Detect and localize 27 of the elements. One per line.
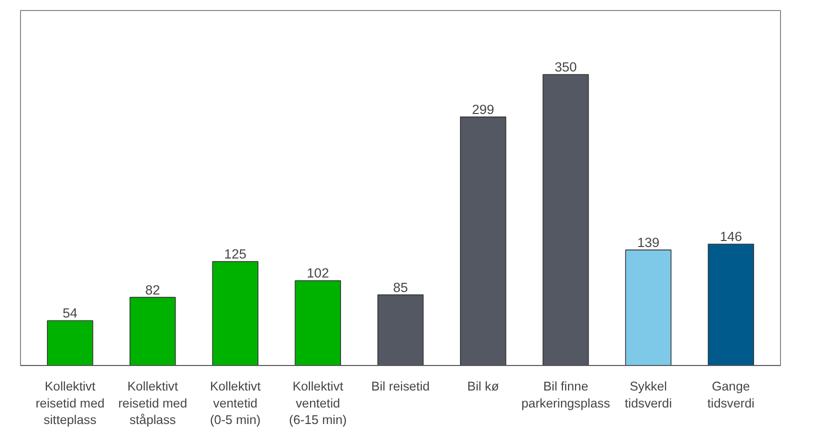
x-tick-label: Bil finne parkeringsplass: [521, 380, 610, 410]
data-label: 139: [637, 234, 660, 250]
bar: [542, 74, 589, 366]
bar: [46, 320, 94, 366]
bar: [212, 261, 258, 366]
bar: [294, 280, 342, 366]
x-tick-label: Kollektivt ventetid (6-15 min): [289, 380, 347, 428]
data-label: 82: [145, 282, 160, 298]
x-tick-label: Gange tidsverdi: [707, 380, 755, 410]
x-tick-label: Bil reisetid: [371, 380, 430, 394]
data-label: 85: [393, 280, 408, 295]
data-label: 146: [720, 229, 742, 244]
bar: [625, 250, 672, 366]
data-label: 54: [62, 306, 78, 321]
bar: [708, 244, 754, 366]
x-tick-label: Kollektivt ventetid (0-5 min): [210, 380, 262, 428]
data-label: 299: [472, 102, 494, 117]
data-label: 350: [554, 60, 577, 75]
x-tick-label: Sykkel tidsverdi: [624, 380, 672, 410]
x-tick-label: Kollektivt reisetid med ståplass: [118, 380, 188, 428]
data-label: 125: [224, 246, 246, 262]
bar: [377, 294, 424, 366]
data-label: 102: [306, 266, 330, 281]
bar: [130, 296, 176, 366]
bar: [460, 116, 506, 366]
x-tick-label: Kollektivt reisetid med sitteplass: [36, 380, 105, 428]
x-tick-label: Bil kø: [467, 380, 500, 394]
